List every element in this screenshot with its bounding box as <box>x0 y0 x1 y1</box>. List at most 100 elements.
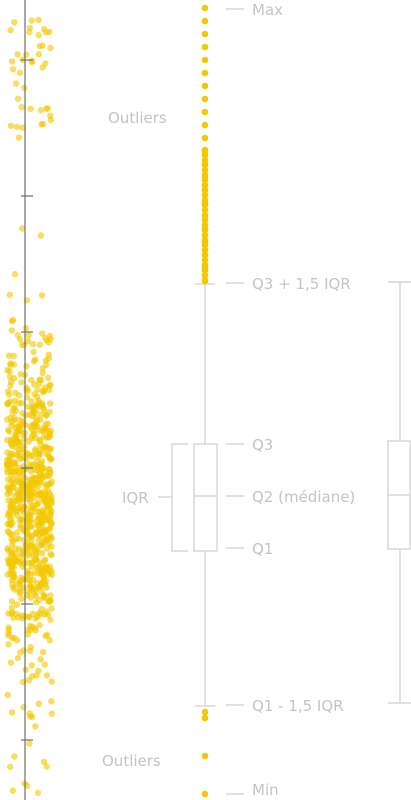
data-point <box>14 654 21 662</box>
data-point <box>36 527 44 535</box>
data-point <box>5 455 13 462</box>
outlier-point <box>201 226 209 234</box>
data-point <box>18 550 25 557</box>
data-point <box>34 789 42 797</box>
outlier-point <box>201 211 209 219</box>
data-point <box>9 574 17 581</box>
data-point <box>29 610 37 618</box>
data-point <box>48 568 55 575</box>
data-point <box>47 44 54 52</box>
data-point <box>31 556 38 563</box>
data-point <box>19 124 26 131</box>
outlier-point <box>201 714 209 722</box>
data-point <box>35 16 42 24</box>
data-point <box>22 666 29 673</box>
outlier-point <box>201 82 209 90</box>
data-point <box>46 332 54 340</box>
data-point <box>18 400 25 407</box>
data-point <box>5 632 12 639</box>
data-point <box>7 27 14 34</box>
data-point <box>42 516 50 524</box>
data-point <box>39 578 47 585</box>
data-point <box>24 394 31 401</box>
data-point <box>40 433 48 440</box>
data-point <box>5 508 13 516</box>
data-point <box>7 521 15 528</box>
data-point <box>15 134 23 141</box>
data-point <box>9 482 16 489</box>
outlier-point <box>201 17 209 25</box>
data-point <box>29 673 36 680</box>
data-point <box>39 572 46 579</box>
data-point <box>23 363 30 370</box>
data-point <box>7 515 15 522</box>
data-point <box>35 31 42 39</box>
data-point <box>48 605 55 612</box>
data-point <box>18 595 25 603</box>
data-point <box>7 468 15 475</box>
data-point <box>8 562 15 569</box>
outlier-point <box>201 191 209 199</box>
data-point <box>35 700 43 707</box>
data-point <box>39 330 46 337</box>
data-point <box>31 505 38 512</box>
data-point <box>27 511 35 519</box>
outlier-point <box>201 196 209 204</box>
data-point <box>14 95 22 103</box>
label-q3: Q3 <box>252 436 273 454</box>
label-q2-median: Q2 (médiane) <box>252 488 355 506</box>
label-max: Max <box>252 1 283 19</box>
data-point <box>39 369 46 377</box>
data-point <box>39 467 47 474</box>
data-point <box>12 80 20 87</box>
data-point <box>45 496 53 503</box>
data-point <box>41 661 49 668</box>
data-point <box>44 374 52 381</box>
outlier-point <box>201 708 209 716</box>
data-point <box>4 367 11 374</box>
data-point <box>47 616 54 623</box>
data-point <box>44 420 52 428</box>
outlier-point <box>201 69 209 77</box>
data-point <box>6 428 13 435</box>
outlier-point <box>201 156 209 164</box>
data-point <box>14 439 21 446</box>
outlier-point <box>201 790 209 798</box>
data-point <box>7 360 14 367</box>
data-point <box>45 355 53 362</box>
data-point <box>37 610 44 618</box>
data-point <box>5 610 12 617</box>
outlier-point <box>201 30 209 38</box>
data-point <box>38 549 46 557</box>
data-point <box>39 648 47 656</box>
data-point <box>26 480 33 487</box>
data-point <box>11 397 18 404</box>
data-point <box>10 405 17 412</box>
data-point <box>11 634 18 642</box>
label-q1-whisker: Q1 - 1,5 IQR <box>252 697 344 715</box>
axis-ticks <box>21 59 33 741</box>
data-point <box>3 462 11 469</box>
data-point <box>34 386 41 393</box>
data-point <box>38 292 46 299</box>
outlier-point <box>201 95 209 103</box>
data-point <box>27 542 34 549</box>
data-point <box>39 400 46 407</box>
data-point <box>48 478 56 485</box>
data-point <box>9 787 16 794</box>
data-point <box>27 622 34 630</box>
data-point <box>18 485 25 492</box>
data-point <box>31 489 38 497</box>
data-point <box>39 506 47 514</box>
data-point <box>36 376 43 383</box>
data-point <box>18 516 25 523</box>
data-point <box>14 332 21 339</box>
data-point <box>20 584 27 592</box>
data-point <box>29 431 36 439</box>
outlier-point <box>201 151 209 159</box>
label-iqr: IQR <box>122 489 149 507</box>
data-point <box>25 403 32 410</box>
data-point <box>18 104 25 111</box>
data-point <box>37 411 45 418</box>
data-point <box>21 84 28 92</box>
